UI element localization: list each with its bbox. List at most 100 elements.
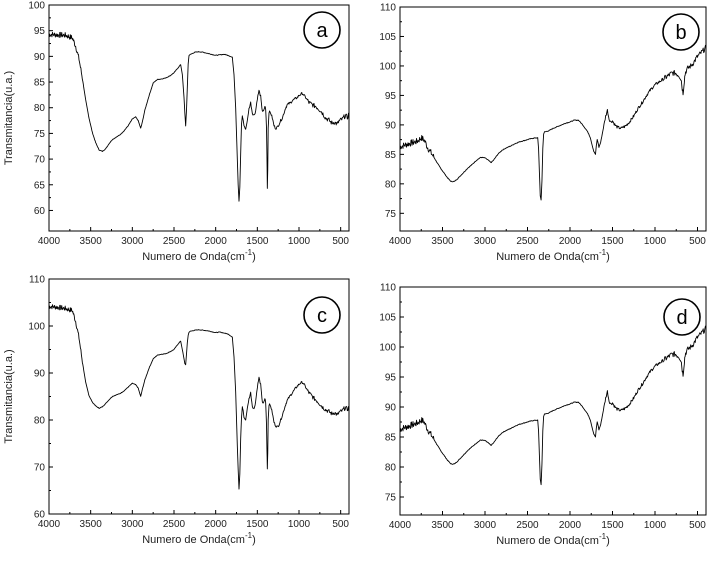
x-axis-label-text: Numero de Onda(cm [142,251,245,263]
y-tick-label: 90 [34,369,46,380]
x-tick-label: 2000 [205,519,228,530]
x-axis-label-close: ) [252,534,256,546]
x-tick-label: 1500 [601,236,624,247]
x-tick-label: 4000 [389,520,412,531]
y-tick-label: 70 [34,463,46,474]
x-axis-label-text: Numero de Onda(cm [142,534,245,546]
y-tick-label: 95 [34,26,46,37]
x-axis-label: Numero de Onda(cm-1) [496,532,610,547]
y-tick-label: 90 [385,403,397,414]
x-axis-label-sup: -1 [245,531,253,540]
x-tick-label: 3500 [80,519,103,530]
y-tick-label: 100 [379,61,396,72]
y-tick-label: 75 [385,493,397,504]
x-tick-label: 1500 [246,519,269,530]
y-tick-label: 65 [34,180,46,191]
y-tick-label: 90 [385,120,397,131]
y-tick-label: 105 [379,313,396,324]
x-axis-label-sup: -1 [599,248,607,257]
x-axis-label-text: Numero de Onda(cm [496,251,599,263]
x-tick-label: 1000 [644,520,667,531]
panel-label: c [317,305,327,327]
y-tick-label: 100 [28,322,45,333]
y-tick-label: 105 [379,32,396,43]
x-tick-label: 2500 [163,519,186,530]
x-tick-label: 3000 [121,236,144,247]
x-tick-label: 1500 [246,236,269,247]
plot-frame [399,286,707,516]
x-tick-label: 2500 [163,236,186,247]
x-tick-label: 2000 [559,520,582,531]
x-tick-label: 3500 [431,520,454,531]
panel-badge-circle [663,298,701,336]
y-axis-label: Transmitancia(u.a.) [3,349,15,443]
x-tick-label: 3000 [474,236,497,247]
x-axis-label: Numero de Onda(cm-1) [496,248,610,263]
x-tick-label: 500 [689,236,706,247]
y-tick-label: 75 [385,209,397,220]
x-tick-label: 500 [332,519,349,530]
ftir-panel-b: 4000 3500 3000 2500 2000 1500 1000 500 75 80 85 90 9… [379,3,707,263]
y-tick-label: 70 [34,155,46,166]
ftir-panel-d: 4000 3500 3000 2500 2000 1500 1000 500 75 80 85 90 9… [379,283,707,547]
x-tick-label: 1000 [288,519,311,530]
y-tick-label: 85 [34,78,46,89]
x-axis-label-text: Numero de Onda(cm [496,535,599,547]
x-axis-label-close: ) [606,535,610,547]
ftir-panel-a: 4000 3500 3000 2500 2000 1500 1000 500 60 65 70 75 8… [3,1,350,263]
panel-label: b [675,22,686,44]
ftir-panel-c: 4000 3500 3000 2500 2000 1500 1000 500 60 70 80 90 1… [3,275,350,546]
x-tick-label: 2500 [516,520,539,531]
x-tick-label: 3500 [431,236,454,247]
y-tick-label: 100 [28,1,45,12]
y-tick-label: 90 [34,52,46,63]
y-tick-label: 60 [34,206,46,217]
spectrum-line-b [400,44,706,201]
y-tick-label: 100 [379,343,396,354]
y-tick-label: 95 [385,91,397,102]
x-axis-label-close: ) [252,251,256,263]
x-axis-label-sup: -1 [245,248,253,257]
x-axis-label-close: ) [606,251,610,263]
x-tick-label: 1500 [601,520,624,531]
x-tick-label: 2000 [205,236,228,247]
spectrum-line-c [49,304,349,490]
x-tick-label: 2000 [559,236,582,247]
x-tick-label: 3500 [80,236,103,247]
y-tick-label: 110 [29,275,45,286]
y-tick-label: 75 [34,129,46,140]
y-tick-label: 80 [385,463,397,474]
spectrum-line-d [400,325,706,486]
x-tick-label: 1000 [644,236,667,247]
y-tick-label: 85 [385,433,397,444]
plot-frame [399,6,707,232]
x-axis-label-sup: -1 [599,532,607,541]
plot-frame [48,4,350,232]
y-tick-label: 110 [380,283,396,294]
y-tick-label: 80 [34,416,46,427]
x-tick-label: 1000 [288,236,311,247]
y-tick-label: 80 [34,103,46,114]
spectrum-line-a [49,31,349,202]
x-tick-label: 3000 [121,519,144,530]
x-tick-label: 2500 [516,236,539,247]
x-tick-label: 4000 [38,519,61,530]
panel-badge-circle [662,13,700,51]
panel-label: a [316,20,328,42]
y-tick-label: 110 [380,3,396,14]
panel-label: d [676,307,687,329]
x-tick-label: 4000 [389,236,412,247]
y-tick-label: 80 [385,179,397,190]
x-axis-label: Numero de Onda(cm-1) [142,248,256,263]
panel-badge-circle [303,296,341,334]
x-tick-label: 500 [689,520,706,531]
x-axis-label: Numero de Onda(cm-1) [142,531,256,546]
x-tick-label: 4000 [38,236,61,247]
y-axis-label: Transmitancia(u.a.) [3,71,15,165]
y-tick-label: 60 [34,510,46,521]
panel-badge-circle [303,11,341,49]
y-tick-label: 85 [385,150,397,161]
x-tick-label: 3000 [474,520,497,531]
y-tick-label: 95 [385,373,397,384]
